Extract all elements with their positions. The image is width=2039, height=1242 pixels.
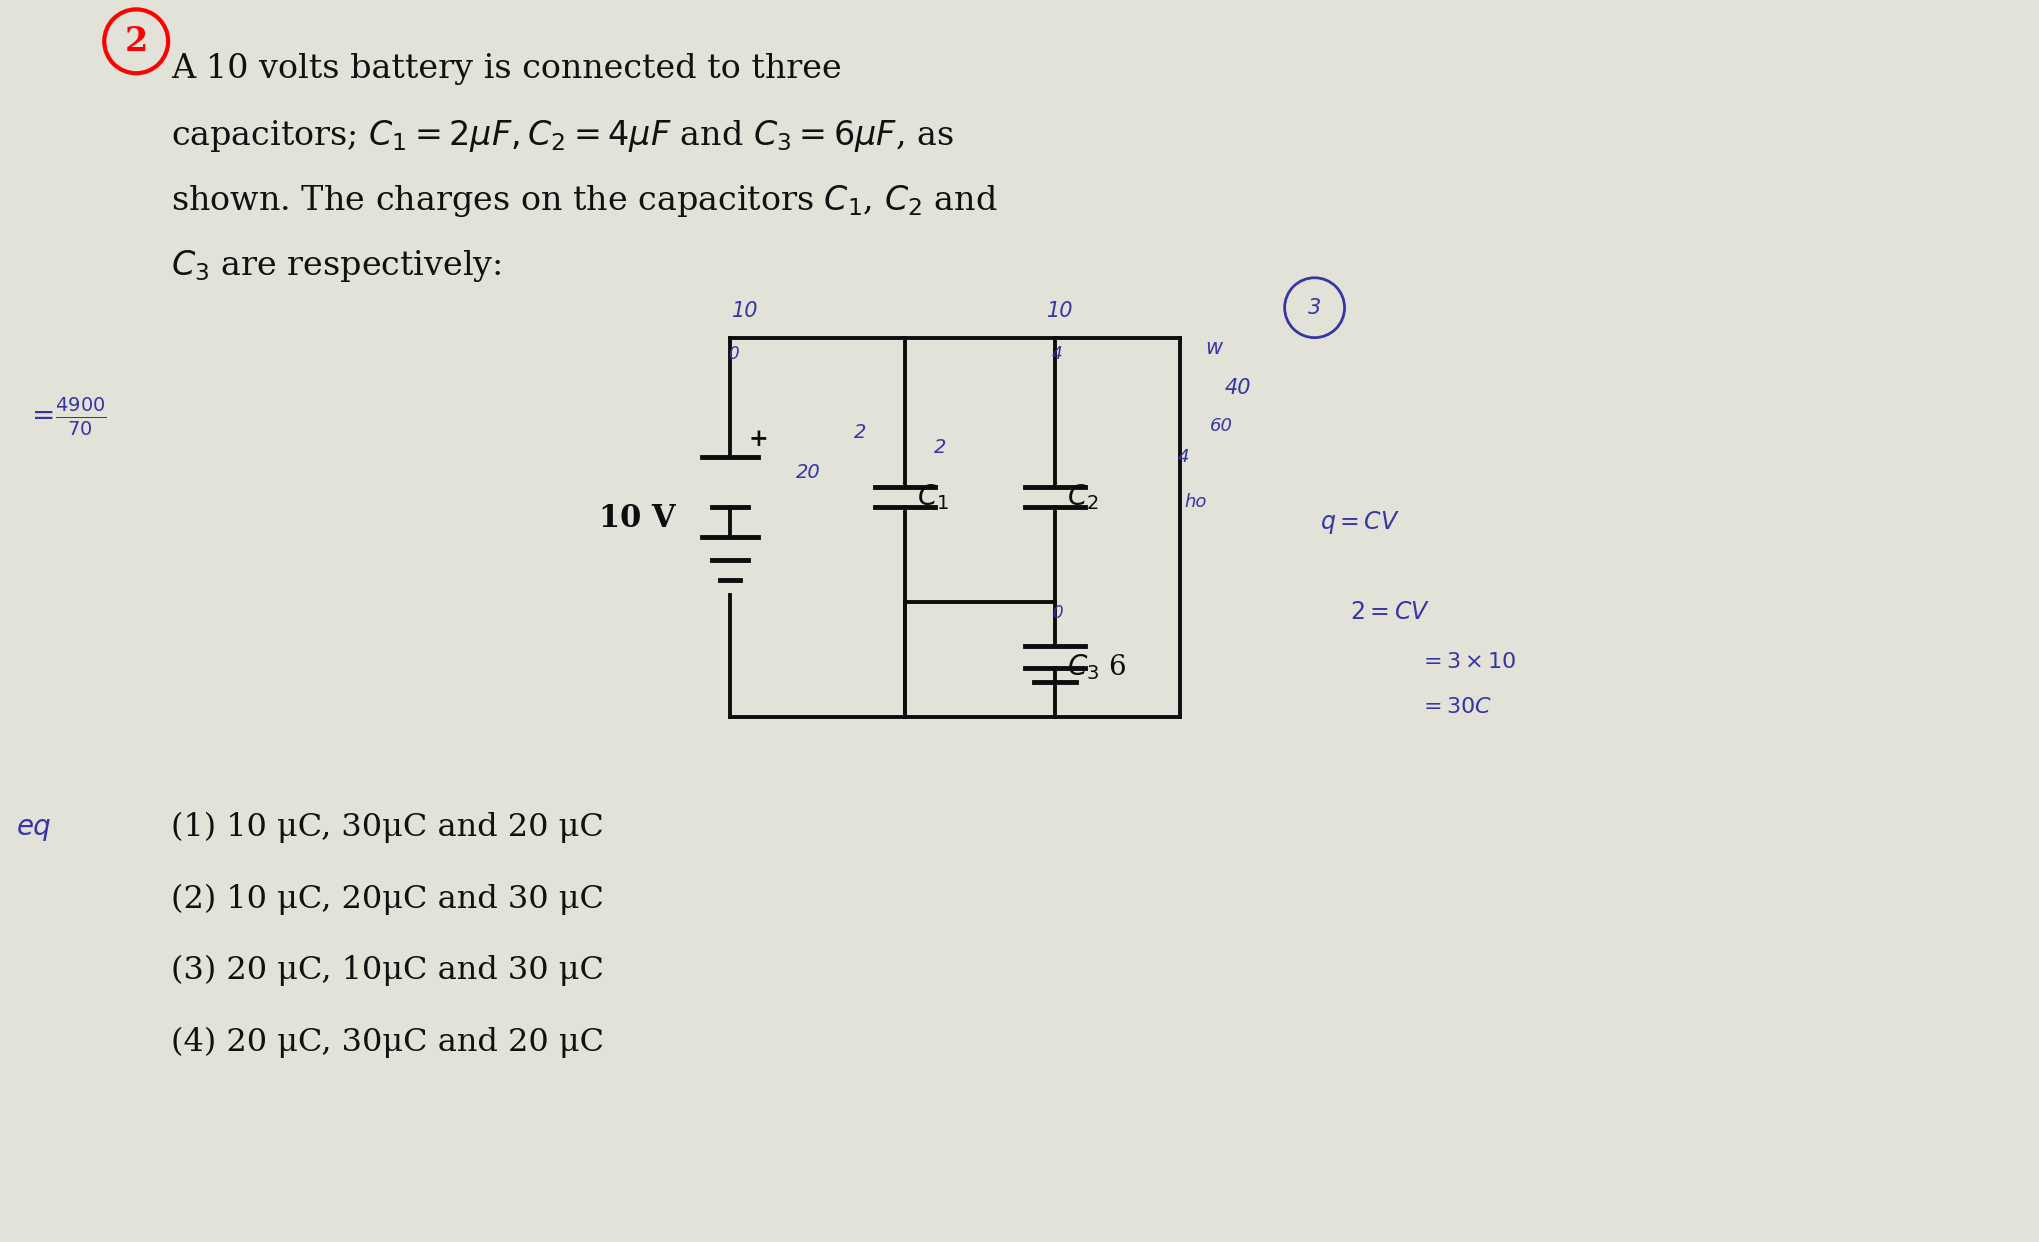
Text: ho: ho [1185, 493, 1207, 512]
Text: $C_3$ are respectively:: $C_3$ are respectively: [171, 248, 502, 284]
Text: +: + [748, 427, 769, 451]
Text: 3: 3 [1307, 298, 1321, 318]
Text: $= 30C$: $= 30C$ [1419, 697, 1493, 717]
Text: capacitors; $C_1 = 2\mu F, C_2 = 4\mu F$ and $C_3 = 6\mu F$, as: capacitors; $C_1 = 2\mu F, C_2 = 4\mu F$… [171, 118, 954, 154]
Text: A 10 volts battery is connected to three: A 10 volts battery is connected to three [171, 53, 842, 86]
Text: 2: 2 [934, 438, 946, 457]
Text: $= 3\times10$: $= 3\times10$ [1419, 652, 1517, 672]
Text: 10: 10 [732, 301, 759, 320]
Text: 20: 20 [795, 463, 820, 482]
Text: $C_2$: $C_2$ [1066, 482, 1099, 512]
Text: 10: 10 [1046, 301, 1073, 320]
Text: (1) 10 μC, 30μC and 20 μC: (1) 10 μC, 30μC and 20 μC [171, 811, 604, 843]
Text: 10 V: 10 V [599, 503, 675, 534]
Text: (4) 20 μC, 30μC and 20 μC: (4) 20 μC, 30μC and 20 μC [171, 1027, 604, 1058]
Text: shown. The charges on the capacitors $C_1$, $C_2$ and: shown. The charges on the capacitors $C_… [171, 183, 997, 219]
Text: 2: 2 [124, 25, 149, 58]
Text: (3) 20 μC, 10μC and 30 μC: (3) 20 μC, 10μC and 30 μC [171, 955, 604, 986]
Text: 60: 60 [1209, 417, 1234, 436]
Text: 4: 4 [1052, 344, 1062, 363]
Text: $=\!\frac{4900}{70}$: $=\!\frac{4900}{70}$ [27, 396, 108, 438]
Text: eq: eq [16, 812, 51, 841]
Text: $q = CV$: $q = CV$ [1319, 509, 1399, 535]
Text: w: w [1205, 338, 1221, 358]
Text: 2: 2 [854, 424, 867, 442]
Text: $2 = CV$: $2 = CV$ [1350, 600, 1429, 623]
Text: 0: 0 [1052, 604, 1062, 622]
Text: (2) 10 μC, 20μC and 30 μC: (2) 10 μC, 20μC and 30 μC [171, 883, 604, 914]
Text: 0: 0 [728, 344, 738, 363]
Text: $C_1$: $C_1$ [918, 482, 948, 512]
Text: $C_3$ 6: $C_3$ 6 [1066, 652, 1126, 682]
Text: 40: 40 [1225, 378, 1252, 397]
Text: 4: 4 [1179, 448, 1189, 466]
